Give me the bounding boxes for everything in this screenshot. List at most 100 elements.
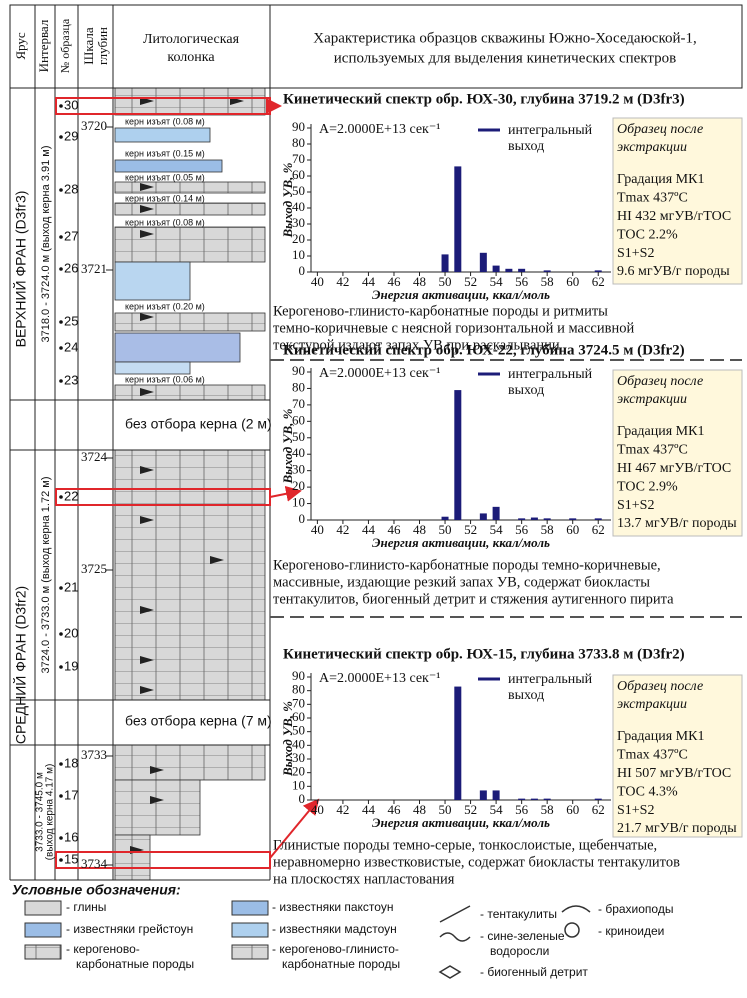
sample-dot [59,495,63,499]
bar [544,270,551,272]
legend-item: карбонатные породы [282,957,400,971]
interval-label: 3718.0 - 3724.0 м (выход керна 3.91 м) [40,146,52,343]
sample-label: 22 [64,488,78,503]
info-line: S1+S2 [617,246,654,261]
legend-swatch [232,901,268,915]
depth-label: 3734 [81,856,108,871]
y-tick-label: 10 [292,247,305,262]
bar [595,799,602,800]
no-core-label: без отбора керна (2 м) [125,416,272,432]
depth-label: 3733 [81,747,107,762]
sample-label: 26 [64,260,78,275]
bar [480,253,487,272]
y-tick-label: 90 [292,119,305,134]
chart-title: Кинетический спектр обр. ЮХ-30, глубина … [283,91,685,107]
y-tick-label: 80 [292,682,305,697]
x-tick-label: 40 [311,274,324,289]
x-tick-label: 62 [592,802,605,817]
x-axis-label: Энергия активации, ккал/моль [372,287,550,302]
header-title: Характеристика образцов скважины Южно-Хо… [313,30,697,46]
legend-item: - известняки пакстоун [272,900,393,914]
bar [442,254,449,272]
sample-dot [59,135,63,139]
bar [544,799,551,800]
info-line: 9.6 мгУВ/г породы [617,264,730,279]
legend-title: Условные обозначения: [12,882,181,898]
bar [442,517,449,520]
interval-label: (выход керна 4.17 м) [45,764,56,861]
lithology-layer [115,160,222,172]
info-line: HI 432 мгУВ/гТОС [617,209,731,224]
info-line: S1+S2 [617,803,654,818]
sample-label: 27 [64,228,78,243]
interval-label: 3724.0 - 3733.0 м (выход керна 1.72 м) [40,477,52,674]
y-tick-label: 80 [292,379,305,394]
info-heading: экстракции [617,392,687,407]
info-heading: Образец после [617,374,703,389]
sample-label: 24 [64,339,78,354]
y-tick-label: 80 [292,135,305,150]
figure: керн изъят (0.08 м)керн изъят (0.15 м)ке… [0,0,747,998]
description-line: неравномерно известковистые, содержат би… [273,854,680,870]
sample-label: 16 [64,829,78,844]
legend-icon [440,933,470,941]
info-line: 21.7 мгУВ/г породы [617,821,737,836]
header-lithology: Литологическая [143,32,240,47]
table-frame [10,5,742,88]
y-axis-label: Выход УВ, % [280,701,295,777]
depth-label: 3721 [81,261,107,276]
legend-item: - известняки грейстоун [66,922,193,936]
lithology-layer [115,835,150,880]
legend-icon [440,906,470,922]
legend-swatch [25,945,61,959]
lithology-layer [115,362,190,374]
sample-label: 29 [64,128,78,143]
header-stage: Ярус [13,32,28,59]
y-axis-label: Выход УВ, % [280,408,295,484]
info-line: Градация МК1 [617,729,704,744]
bar [518,799,525,800]
legend-icon [565,923,579,937]
lithology-layer [115,88,265,115]
x-tick-label: 40 [311,802,324,817]
info-line: 13.7 мгУВ/г породы [617,516,737,531]
annotation: A=2.0000E+13 сек⁻¹ [319,366,440,381]
info-line: ТОС 2.9% [617,479,678,494]
sample-dot [59,267,63,271]
header-interval: Интервал [36,19,51,72]
no-core-label: без отбора керна (7 м) [125,713,272,729]
bar [531,518,538,520]
bar [454,390,461,520]
lithology-layer [115,203,265,215]
lithology-layer [115,745,265,780]
legend-swatch [232,945,268,959]
y-tick-label: 90 [292,363,305,378]
legend-item: - глины [66,900,106,914]
info-line: Tmax 437ºC [617,443,688,458]
sample-dot [59,320,63,324]
sample-dot [59,188,63,192]
bar [505,269,512,272]
annotation: A=2.0000E+13 сек⁻¹ [319,671,440,686]
x-tick-label: 60 [566,522,579,537]
lithology-layer [115,385,265,400]
sample-dot [59,836,63,840]
legend-icon [440,966,460,978]
bar [531,799,538,800]
header-depth: Шкала [81,27,96,65]
bar [480,790,487,800]
legend-item: - брахиоподы [598,902,673,916]
legend-swatch [25,901,61,915]
bar [544,518,551,520]
legend-item: - известняки мадстоун [272,922,397,936]
x-tick-label: 42 [336,802,349,817]
x-tick-label: 60 [566,274,579,289]
legend-label: интегральный выход [508,123,594,155]
bar [595,518,602,520]
description-line: тентакулитов, биогенный детрит и стяжени… [273,591,674,607]
depth-label: 3720 [81,118,107,133]
core-note: керн изъят (0.20 м) [125,301,205,311]
description-line: Керогеново-глинисто-карбонатные породы и… [273,303,608,319]
sample-label: 19 [64,658,78,673]
stage-label: СРЕДНИЙ ФРАН (D3fr2) [12,586,29,744]
